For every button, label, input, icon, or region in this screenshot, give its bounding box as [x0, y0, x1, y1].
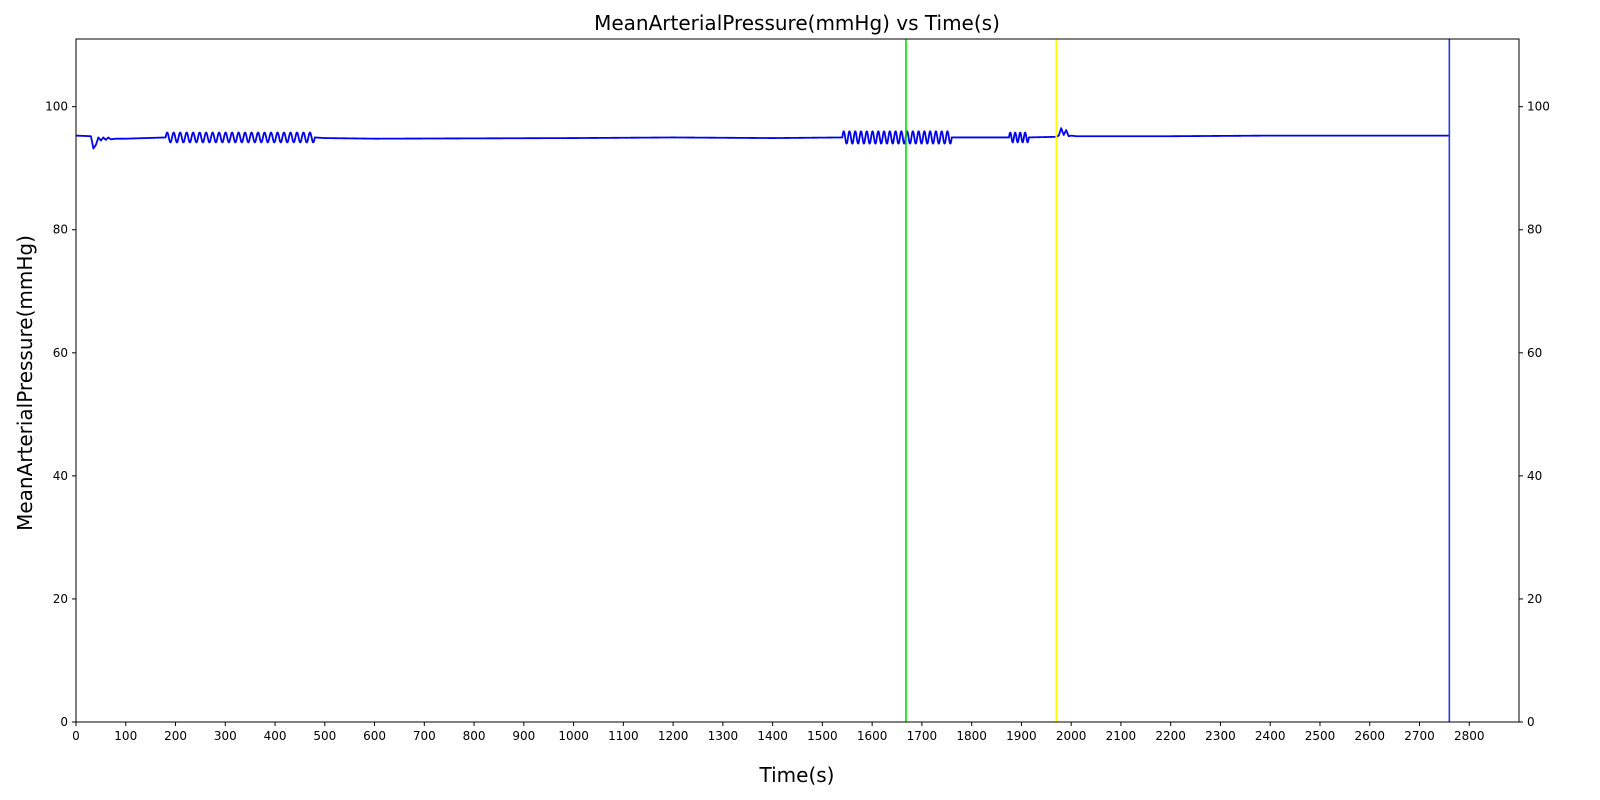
- y-tick-label-right: 80: [1527, 223, 1542, 237]
- x-tick-label: 2000: [1056, 729, 1087, 743]
- x-tick-label: 2500: [1305, 729, 1336, 743]
- x-tick-label: 2200: [1155, 729, 1186, 743]
- x-tick-label: 1000: [558, 729, 589, 743]
- x-tick-label: 100: [114, 729, 137, 743]
- x-tick-label: 1100: [608, 729, 639, 743]
- x-tick-label: 2800: [1454, 729, 1485, 743]
- x-tick-label: 1700: [907, 729, 938, 743]
- axes-frame: [75, 38, 1520, 723]
- y-tick-label: 80: [53, 223, 68, 237]
- y-tick-label: 20: [53, 592, 68, 606]
- x-tick-label: 1500: [807, 729, 838, 743]
- x-tick-label: 600: [363, 729, 386, 743]
- x-tick-label: 2400: [1255, 729, 1286, 743]
- y-tick-label: 0: [60, 715, 68, 729]
- x-tick-label: 400: [264, 729, 287, 743]
- x-tick-label: 300: [214, 729, 237, 743]
- x-axis-label: Time(s): [759, 763, 835, 787]
- x-tick-label: 1200: [658, 729, 689, 743]
- y-axis-right: 0 20 40 60 80 100: [1519, 100, 1550, 729]
- x-tick-label: 2300: [1205, 729, 1236, 743]
- x-tick-label: 1400: [757, 729, 788, 743]
- y-tick-label-right: 0: [1527, 715, 1535, 729]
- x-tick-label: 1800: [956, 729, 987, 743]
- x-tick-label: 200: [164, 729, 187, 743]
- y-tick-label: 40: [53, 469, 68, 483]
- y-axis-left: 0 20 40 60 80 100: [45, 100, 76, 729]
- series-line-0: [75, 127, 1450, 150]
- y-tick-label-right: 20: [1527, 592, 1542, 606]
- x-tick-label: 0: [72, 729, 80, 743]
- x-tick-label: 1300: [708, 729, 739, 743]
- x-tick-label: 2600: [1354, 729, 1385, 743]
- chart-title: MeanArterialPressure(mmHg) vs Time(s): [594, 11, 1000, 35]
- x-tick-label: 1900: [1006, 729, 1037, 743]
- y-tick-label: 100: [45, 100, 68, 114]
- y-axis-label: MeanArterialPressure(mmHg): [13, 235, 37, 531]
- y-tick-label-right: 60: [1527, 346, 1542, 360]
- x-tick-label: 500: [313, 729, 336, 743]
- y-tick-label-right: 40: [1527, 469, 1542, 483]
- x-tick-label: 2700: [1404, 729, 1435, 743]
- y-tick-label: 60: [53, 346, 68, 360]
- x-tick-label: 2100: [1106, 729, 1137, 743]
- x-tick-label: 700: [413, 729, 436, 743]
- x-tick-label: 1600: [857, 729, 888, 743]
- x-tick-label: 800: [463, 729, 486, 743]
- plot-area: [75, 39, 1451, 722]
- x-tick-label: 900: [512, 729, 535, 743]
- y-tick-label-right: 100: [1527, 100, 1550, 114]
- x-axis: 0 100 200 300 400 500 600 700 800 900 1000 1100 1200…: [72, 722, 1485, 743]
